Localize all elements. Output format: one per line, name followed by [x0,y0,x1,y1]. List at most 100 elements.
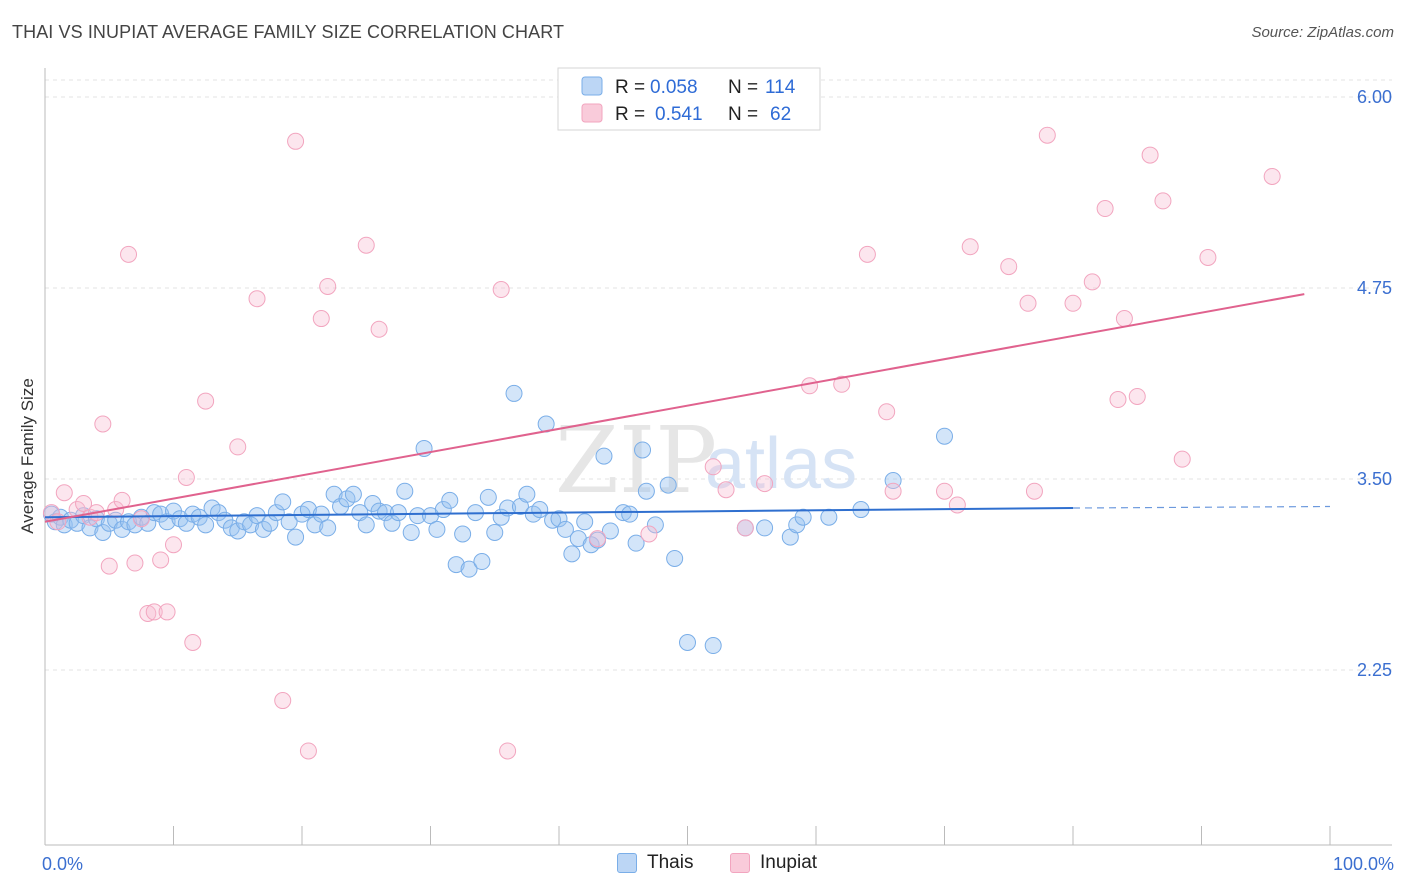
legend-n-label-thai: N = [728,77,758,98]
thai-point-19 [158,513,176,531]
inupiat-point-36 [717,481,735,499]
thai-point-69 [479,488,497,506]
bottom-legend-thai: Thais [617,852,693,874]
thai-point-91 [627,534,645,552]
inupiat-point-54 [1109,391,1127,409]
thai-point-97 [679,633,696,651]
inupiat-point-26 [299,742,317,760]
thai-point-61 [428,520,446,538]
inupiat-point-32 [499,742,517,760]
thai-point-58 [409,507,427,525]
legend-r-label-thai: R = [615,77,645,98]
watermark-zip: ZIP [555,407,717,514]
thai-point-80 [550,510,568,528]
thai-point-82 [563,545,581,563]
thai-point-104 [820,508,838,526]
inupiat-point-7 [94,415,112,433]
inupiat-point-15 [145,603,163,621]
inupiat-point-46 [961,238,979,256]
watermark-atlas: atlas [705,424,857,504]
y-tick-labels: 2.25 3.50 4.75 6.00 [1357,87,1392,680]
inupiat-point-51 [1064,294,1082,312]
inupiat-point-22 [229,438,247,456]
inupiat-point-37 [736,519,754,537]
bottom-legend-swatch-inupiat [730,853,750,873]
inupiat-point-59 [1173,450,1191,468]
thai-point-39 [287,528,305,546]
inupiat-point-33 [589,530,607,548]
chart-title: THAI VS INUPIAT AVERAGE FAMILY SIZE CORR… [12,22,565,42]
legend: R = 0.058 N = 114 R = 0.541 N = 62 [557,67,821,131]
thai-point-34 [254,520,272,538]
inupiat-point-24 [274,692,292,710]
legend-r-value-thai: 0.058 [650,77,698,98]
inupiat-point-52 [1083,273,1101,291]
bottom-legend-inupiat: Inupiat [730,852,817,874]
inupiat-points [42,126,1281,760]
inupiat-point-55 [1115,310,1133,328]
bottom-legend-label-inupiat: Inupiat [760,852,818,873]
thai-point-50 [357,516,375,534]
inupiat-point-16 [152,551,170,569]
inupiat-point-12 [126,554,144,572]
thai-point-57 [402,523,420,541]
inupiat-point-40 [833,375,851,393]
source-label: Source: ZipAtlas.com [1251,24,1394,41]
thai-point-68 [473,553,491,571]
inupiat-point-4 [75,494,93,512]
inupiat-point-35 [704,458,722,476]
inupiat-point-2 [55,484,73,502]
inupiat-point-27 [312,310,330,328]
inupiat-point-41 [858,245,876,263]
thai-point-41 [299,501,317,519]
y-tick-label-3: 6.00 [1357,87,1392,107]
y-tick-label-2: 4.75 [1357,278,1392,298]
inupiat-point-43 [884,482,902,500]
legend-n-label-inupiat: N = [728,104,758,125]
thai-point-25 [197,516,215,534]
thai-point-107 [936,427,953,445]
inupiat-point-14 [139,604,157,622]
x-tick-label-max: 100.0% [1333,854,1394,874]
trend-lines [44,293,1331,523]
inupiat-point-38 [756,475,774,493]
bottom-legend-label-thai: Thais [647,852,694,873]
thai-point-65 [454,525,472,543]
inupiat-point-49 [1025,482,1043,500]
thai-point-37 [274,493,292,511]
thai-point-88 [601,522,619,540]
thai-point-72 [499,499,517,517]
thai-point-98 [704,637,722,655]
thai-points [42,384,953,655]
inupiat-point-20 [184,633,202,651]
inupiat-point-58 [1154,192,1172,210]
inupiat-point-28 [319,277,337,295]
inupiat-point-30 [370,320,388,338]
inupiat-point-17 [158,603,176,621]
thai-point-92 [634,441,652,459]
legend-r-value-inupiat: 0.541 [655,104,703,125]
inupiat-point-18 [165,536,182,554]
legend-r-label-inupiat: R = [615,104,645,125]
thai-point-44 [319,519,337,537]
inupiat-point-56 [1128,387,1146,405]
inupiat-point-25 [287,132,305,150]
inupiat-point-23 [248,290,266,308]
thai-trend-line [44,507,1074,519]
inupiat-point-34 [640,525,658,543]
thai-point-63 [441,491,459,509]
thai-trend-extension [1072,505,1331,509]
thai-point-103 [794,508,812,526]
thai-point-55 [389,504,407,522]
inupiat-point-60 [1199,248,1217,266]
thai-point-56 [396,482,414,500]
legend-n-value-inupiat: 62 [770,104,791,125]
x-tick-label-min: 0.0% [42,854,83,874]
thai-point-32 [242,516,260,534]
inupiat-point-57 [1141,146,1159,164]
thai-point-8 [87,510,105,528]
thai-point-9 [94,523,112,541]
inupiat-point-42 [878,403,896,421]
y-tick-label-1: 3.50 [1357,469,1392,489]
